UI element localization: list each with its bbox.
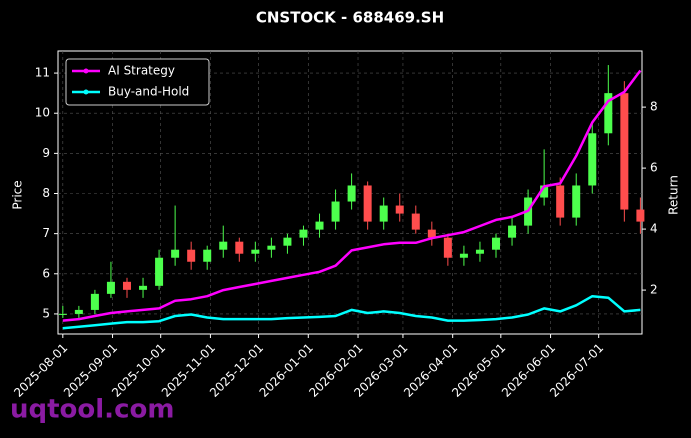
candle-body: [331, 201, 340, 222]
watermark: uqtool.com: [10, 395, 174, 425]
candle-body: [475, 249, 484, 254]
candle-body: [283, 237, 292, 246]
candle-body: [508, 225, 517, 238]
series-line: [62, 69, 642, 322]
y2-tick-label: 8: [650, 100, 658, 114]
candle-body: [379, 205, 388, 222]
legend-label: Buy-and-Hold: [108, 85, 189, 99]
candle-body: [267, 245, 276, 250]
candle-body: [155, 257, 164, 286]
candle-body: [315, 221, 324, 230]
candle-body: [620, 93, 629, 210]
candle-body: [540, 185, 549, 198]
candle-body: [363, 185, 372, 222]
y-tick-label: 7: [42, 226, 50, 240]
y2-tick-label: 6: [650, 161, 658, 175]
legend-marker: [83, 68, 89, 74]
y-tick-label: 6: [42, 266, 50, 280]
candle-body: [588, 133, 597, 186]
y2-tick-label: 4: [650, 222, 658, 236]
series-line: [62, 294, 641, 330]
candle-body: [572, 185, 581, 218]
candle-body: [459, 253, 468, 258]
candle-body: [58, 313, 67, 315]
legend-marker: [83, 89, 89, 95]
candle-body: [556, 185, 565, 218]
candle-body: [443, 237, 452, 258]
y2-axis-label: Return: [667, 175, 681, 215]
y-tick-label: 10: [35, 106, 50, 120]
y-tick-label: 11: [35, 66, 50, 80]
legend-label: AI Strategy: [108, 64, 175, 78]
candle-body: [171, 249, 180, 258]
legend-box: [65, 58, 210, 106]
candle-body: [411, 213, 420, 230]
candle-body: [90, 293, 99, 310]
candle-body: [251, 249, 260, 254]
candle-body: [139, 285, 148, 290]
y-axis-label: Price: [11, 180, 25, 209]
candle-body: [492, 237, 500, 250]
candle-body: [636, 209, 645, 222]
candle-body: [219, 241, 228, 250]
y-tick-label: 5: [42, 306, 50, 320]
candle-body: [347, 185, 356, 202]
chart-title: CNSTOCK - 688469.SH: [256, 9, 444, 27]
candle-body: [235, 241, 244, 254]
candle-body: [106, 281, 115, 294]
y-tick-label: 8: [42, 186, 50, 200]
candle-body: [604, 93, 613, 134]
candle-body: [395, 205, 404, 214]
candle-body: [299, 229, 308, 238]
candle-body: [74, 309, 83, 314]
y-tick-label: 9: [42, 146, 50, 160]
candle-body: [187, 249, 196, 262]
candle-body: [427, 229, 436, 238]
plot-frame: [57, 50, 643, 335]
candle-body: [122, 281, 131, 290]
candle-body: [203, 249, 212, 262]
y2-tick-label: 2: [650, 283, 658, 297]
